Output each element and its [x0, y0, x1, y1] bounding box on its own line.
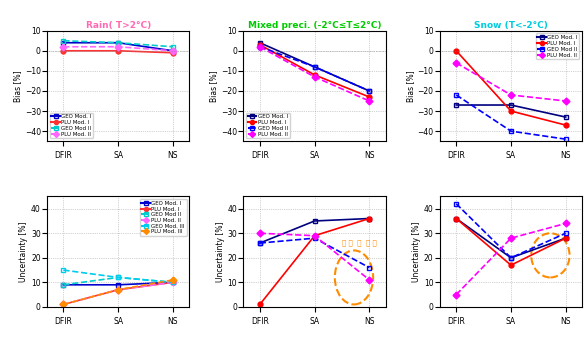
Y-axis label: Bias [%]: Bias [%]	[209, 70, 218, 102]
Text: 보 정  후  오 차: 보 정 후 오 차	[342, 239, 377, 246]
Title: Rain( T>2°C): Rain( T>2°C)	[86, 21, 151, 30]
Y-axis label: Bias [%]: Bias [%]	[406, 70, 415, 102]
Y-axis label: Bias [%]: Bias [%]	[13, 70, 22, 102]
Legend: GEO Mod. I, PLU Mod. I, GEO Mod II, PLU Mod. II: GEO Mod. I, PLU Mod. I, GEO Mod II, PLU …	[536, 33, 579, 59]
Legend: GEO Mod. I, PLU Mod. I, GEO Mod II, PLU Mod. II: GEO Mod. I, PLU Mod. I, GEO Mod II, PLU …	[50, 113, 93, 138]
Y-axis label: Uncertainty [%]: Uncertainty [%]	[412, 221, 421, 282]
Title: Mixed preci. (-2°C≤T≤2°C): Mixed preci. (-2°C≤T≤2°C)	[248, 21, 382, 30]
Title: Snow (T<-2°C): Snow (T<-2°C)	[474, 21, 548, 30]
Legend: GEO Mod. I, PLU Mod. I, GEO Mod II, PLU Mod. II: GEO Mod. I, PLU Mod. I, GEO Mod II, PLU …	[246, 113, 290, 138]
Y-axis label: Uncertainty [%]: Uncertainty [%]	[19, 221, 28, 282]
Legend: GEO Mod. I, PLU Mod. I, GEO Mod II, PLU Mod. II, GEO Mod. III, PLU Mod. III: GEO Mod. I, PLU Mod. I, GEO Mod II, PLU …	[140, 199, 186, 236]
Y-axis label: Uncertainty [%]: Uncertainty [%]	[216, 221, 225, 282]
